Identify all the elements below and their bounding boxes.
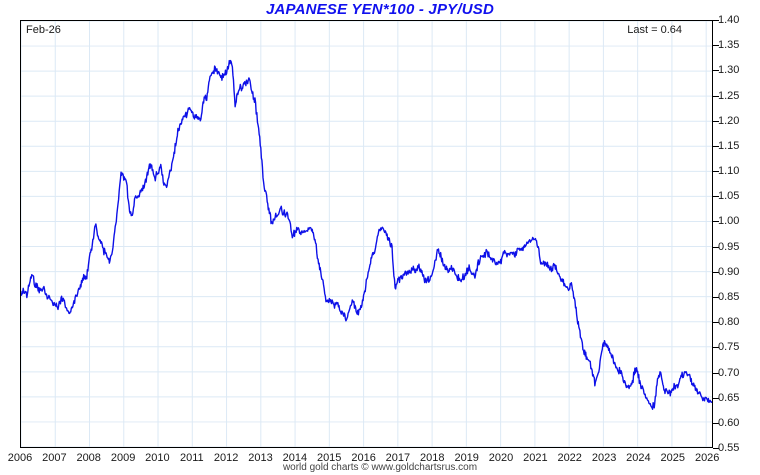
y-tick-label: 0.85 (718, 290, 740, 303)
x-tick-label: 2006 (7, 452, 33, 464)
y-tick-mark (713, 171, 719, 173)
date-label: Feb-26 (26, 24, 61, 36)
y-tick-label: 1.35 (718, 39, 740, 52)
x-tick-label: 2009 (110, 452, 136, 464)
price-series-line (21, 59, 712, 410)
y-tick-mark (713, 271, 719, 273)
x-tick-label: 2015 (316, 452, 342, 464)
x-tick-label: 2011 (179, 452, 204, 464)
y-tick-label: 0.90 (718, 265, 740, 278)
y-tick-label: 1.10 (718, 165, 740, 178)
y-tick-label: 0.65 (718, 391, 740, 404)
x-tick-label: 2026 (694, 452, 720, 464)
y-tick-label: 1.25 (718, 89, 740, 102)
footer-credit: world gold charts © www.goldchartsrus.co… (282, 462, 478, 473)
y-tick-label: 0.80 (718, 316, 740, 329)
y-tick-mark (713, 145, 719, 147)
grid-lines (21, 21, 712, 447)
y-tick-mark (713, 20, 719, 21)
y-tick-mark (713, 397, 719, 399)
y-tick-mark (713, 246, 719, 248)
x-tick-label: 2012 (213, 452, 239, 464)
y-tick-mark (713, 196, 719, 198)
y-tick-mark (713, 422, 719, 424)
y-tick-label: 1.30 (718, 64, 740, 77)
x-tick-label: 2019 (454, 452, 479, 464)
x-tick-label: 2007 (42, 452, 67, 464)
y-tick-label: 0.70 (718, 366, 740, 379)
x-tick-label: 2025 (660, 452, 686, 464)
x-tick-label: 2024 (626, 452, 651, 464)
y-tick-mark (713, 347, 719, 349)
y-tick-mark (713, 322, 719, 324)
x-tick-label: 2016 (351, 452, 376, 464)
y-tick-label: 1.20 (718, 114, 740, 127)
y-tick-label: 1.05 (718, 190, 740, 203)
x-tick-label: 2017 (385, 452, 411, 464)
x-tick-label: 2020 (488, 452, 514, 464)
y-tick-mark (713, 448, 719, 449)
x-tick-label: 2014 (282, 452, 308, 464)
chart-title: JAPANESE YEN*100 - JPY/USD (265, 1, 495, 18)
x-tick-label: 2008 (76, 452, 101, 464)
y-tick-mark (713, 372, 719, 374)
y-tick-label: 1.00 (718, 215, 740, 228)
y-tick-mark (713, 45, 719, 47)
y-tick-label: 0.75 (718, 341, 740, 354)
plot-area: Feb-26 Last = 0.64 (20, 20, 713, 448)
x-tick-label: 2013 (248, 452, 273, 464)
y-tick-mark (713, 120, 719, 122)
x-tick-label: 2022 (557, 452, 582, 464)
x-tick-label: 2021 (523, 452, 548, 464)
y-tick-label: 0.60 (718, 416, 740, 429)
y-tick-mark (713, 221, 719, 223)
x-tick-label: 2018 (420, 452, 445, 464)
y-tick-label: 0.95 (718, 240, 740, 253)
y-tick-label: 1.40 (718, 14, 740, 26)
y-tick-mark (713, 95, 719, 97)
y-tick-label: 0.55 (718, 442, 740, 454)
y-tick-mark (713, 296, 719, 298)
last-value-label: Last = 0.64 (627, 24, 682, 36)
x-tick-label: 2010 (145, 452, 170, 464)
x-tick-label: 2023 (591, 452, 617, 464)
y-tick-label: 1.15 (718, 139, 740, 152)
y-tick-mark (713, 70, 719, 72)
